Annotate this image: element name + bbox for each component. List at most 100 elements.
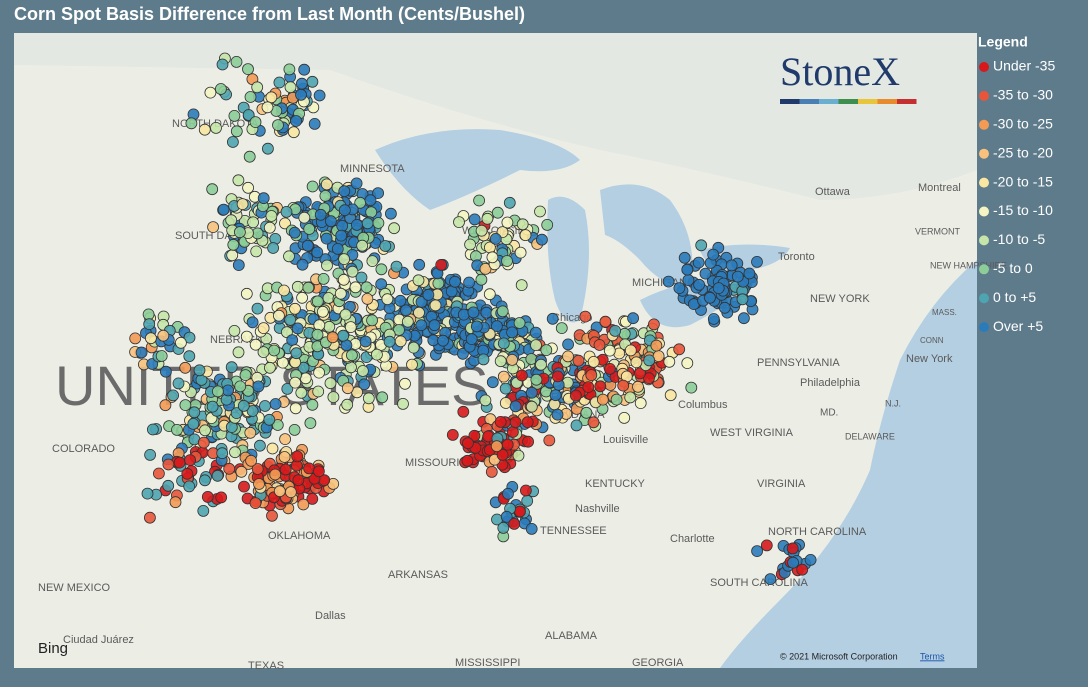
- location-dot: [184, 454, 197, 467]
- location-dot: [324, 377, 337, 390]
- location-dot: [473, 194, 486, 207]
- legend-swatch: [979, 177, 989, 188]
- map-label: WEST VIRGINIA: [710, 427, 794, 439]
- location-dot: [247, 216, 260, 229]
- location-dot: [269, 398, 282, 410]
- location-dot: [673, 282, 686, 295]
- location-dot: [485, 465, 498, 478]
- location-dot: [179, 399, 192, 412]
- location-dot: [400, 304, 412, 317]
- location-dot: [193, 364, 206, 377]
- canada: [14, 33, 977, 200]
- location-dot: [365, 206, 378, 219]
- location-dot: [585, 369, 598, 382]
- location-dot: [143, 511, 156, 524]
- location-dot: [181, 467, 194, 480]
- location-dot: [162, 479, 175, 492]
- location-dot: [521, 416, 534, 429]
- title: Corn Spot Basis Difference from Last Mon…: [14, 4, 525, 24]
- terms-link[interactable]: Terms: [920, 651, 945, 661]
- legend-label: 0 to +5: [993, 289, 1036, 305]
- location-dot: [388, 222, 401, 235]
- location-dot: [397, 397, 409, 410]
- location-dot: [486, 251, 499, 264]
- location-dot: [432, 277, 445, 290]
- bing: Bing: [38, 640, 68, 657]
- location-dot: [295, 88, 307, 101]
- location-dot: [327, 391, 340, 404]
- location-dot: [456, 347, 469, 360]
- location-dot: [301, 239, 314, 252]
- location-dot: [302, 281, 315, 294]
- location-dot: [412, 274, 425, 287]
- location-dot: [712, 282, 725, 295]
- location-dot: [681, 263, 694, 276]
- location-dot: [497, 522, 510, 534]
- location-dot: [361, 217, 374, 230]
- logo-stripe: [838, 99, 858, 104]
- location-dot: [725, 259, 738, 272]
- logo-stripe: [780, 99, 800, 104]
- location-dot: [366, 255, 379, 268]
- map-label: NEW HAMPSHIRE: [930, 260, 1007, 270]
- location-dot: [261, 101, 274, 114]
- location-dot: [704, 291, 716, 304]
- location-dot: [549, 389, 562, 402]
- location-dot: [284, 81, 297, 94]
- legend-label: -35 to -30: [993, 87, 1053, 103]
- location-dot: [167, 389, 180, 402]
- location-dot: [383, 335, 396, 348]
- location-dot: [350, 177, 363, 190]
- location-dot: [617, 379, 630, 392]
- legend-label: Over +5: [993, 318, 1043, 334]
- location-dot: [232, 259, 245, 272]
- legend-title: Legend: [978, 34, 1028, 50]
- location-dot: [394, 335, 407, 348]
- location-dot: [169, 496, 182, 509]
- location-dot: [463, 276, 476, 289]
- location-dot: [530, 373, 543, 386]
- map-label: COLORADO: [52, 443, 115, 455]
- location-dot: [551, 408, 564, 421]
- location-dot: [582, 381, 595, 394]
- location-dot: [502, 487, 514, 500]
- location-dot: [198, 474, 211, 487]
- location-dot: [317, 272, 330, 285]
- location-dot: [525, 386, 538, 399]
- location-dot: [643, 372, 655, 385]
- location-dot: [135, 346, 148, 359]
- legend-label: -30 to -25: [993, 116, 1053, 132]
- location-dot: [286, 334, 299, 347]
- map-label: ALABAMA: [545, 630, 598, 642]
- location-dot: [226, 249, 239, 262]
- location-dot: [760, 539, 773, 552]
- location-dot: [707, 313, 720, 325]
- location-dot: [497, 337, 510, 350]
- location-dot: [303, 223, 316, 235]
- location-dot: [695, 239, 708, 252]
- location-dot: [237, 399, 250, 412]
- location-dot: [465, 333, 478, 346]
- location-dot: [222, 384, 234, 397]
- location-dot: [242, 181, 255, 194]
- location-dot: [534, 205, 546, 218]
- location-dot: [216, 58, 229, 71]
- location-dot: [587, 355, 600, 368]
- location-dot: [587, 416, 600, 429]
- location-dot: [197, 504, 210, 517]
- location-dot: [479, 394, 492, 407]
- location-dot: [429, 299, 442, 312]
- location-dot: [736, 293, 749, 306]
- location-dot: [540, 344, 553, 357]
- location-dot: [543, 434, 556, 447]
- location-dot: [291, 280, 304, 293]
- location-dot: [143, 318, 156, 331]
- copyright: © 2021 Microsoft Corporation: [780, 651, 898, 661]
- legend-swatch: [979, 293, 989, 304]
- location-dot: [490, 440, 503, 453]
- location-dot: [787, 556, 799, 569]
- location-dot: [322, 292, 335, 304]
- location-dot: [497, 370, 510, 383]
- location-dot: [289, 302, 301, 315]
